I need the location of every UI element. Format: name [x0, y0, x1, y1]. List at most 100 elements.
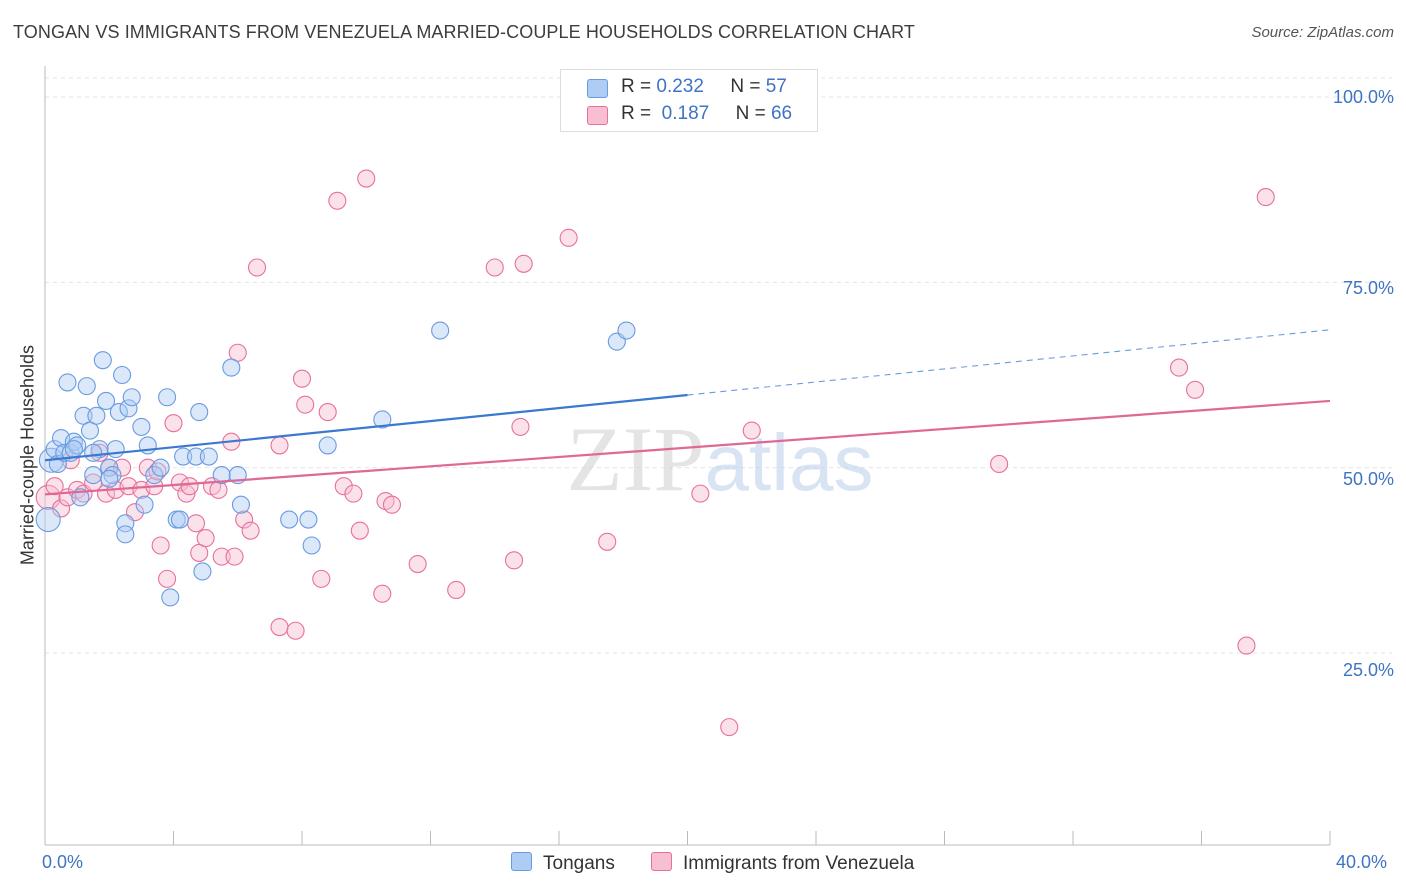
data-point — [186, 514, 206, 533]
watermark-atlas: atlas — [705, 418, 874, 507]
data-point — [135, 495, 154, 514]
data-point — [190, 403, 209, 422]
watermark-zip: ZIP — [567, 408, 705, 510]
data-point — [35, 507, 61, 533]
series-venezuela-points — [35, 169, 1275, 737]
data-point — [96, 391, 116, 410]
data-point — [485, 258, 504, 277]
data-point — [286, 621, 305, 640]
data-point — [408, 554, 427, 574]
data-point — [742, 421, 761, 440]
stats-legend: R = 0.232 N = 57 R = 0.187 N = 66 — [560, 69, 818, 132]
data-point — [116, 525, 135, 544]
r-label: R = — [621, 76, 657, 97]
data-point — [196, 529, 215, 548]
data-point — [270, 618, 289, 637]
data-point — [350, 521, 369, 540]
data-point — [170, 510, 189, 529]
data-point — [158, 388, 177, 407]
source-label: Source: ZipAtlas.com — [1251, 24, 1394, 41]
data-point — [318, 436, 337, 455]
grid-lines — [45, 77, 1392, 654]
trend-line — [44, 399, 1331, 496]
data-point — [357, 169, 376, 188]
data-point — [212, 466, 231, 485]
y-axis-label: Married-couple Households — [17, 344, 38, 566]
data-point — [113, 365, 132, 385]
data-point — [247, 258, 267, 277]
data-point — [990, 454, 1009, 474]
data-point — [158, 569, 177, 588]
data-point — [559, 228, 578, 247]
trend-line-extension — [687, 329, 1331, 396]
y-tick-label: 25.0% — [1342, 660, 1394, 680]
data-point — [328, 191, 347, 210]
data-point — [318, 403, 337, 422]
data-point — [212, 547, 231, 566]
data-point — [180, 477, 199, 496]
trend-lines — [44, 329, 1331, 496]
data-point — [145, 466, 164, 485]
x-tick-label-max: 40.0% — [1336, 852, 1388, 872]
data-point — [382, 495, 402, 514]
legend-label: Tongans — [543, 853, 615, 874]
data-point — [174, 447, 193, 466]
data-point — [1186, 380, 1205, 399]
data-point — [235, 510, 254, 529]
data-point — [312, 569, 331, 588]
data-point — [447, 580, 466, 600]
data-point — [299, 510, 318, 529]
data-point — [106, 440, 125, 459]
legend-item-tongans: Tongans — [511, 852, 615, 875]
data-point — [109, 403, 128, 422]
y-tick-label: 50.0% — [1342, 469, 1394, 489]
data-point — [270, 436, 289, 455]
data-point — [292, 369, 312, 388]
data-point — [199, 447, 218, 466]
data-point — [77, 377, 96, 396]
data-point — [161, 588, 180, 607]
data-point — [151, 458, 170, 477]
data-point — [170, 473, 189, 492]
y-tick-label: 100.0% — [1332, 87, 1394, 107]
data-point — [1169, 358, 1189, 377]
legend-swatch-pink — [651, 852, 672, 871]
series-tongans-points — [35, 321, 636, 607]
watermark: ZIPatlas — [567, 408, 874, 510]
data-point — [241, 521, 260, 540]
n-value: 66 — [770, 103, 793, 124]
axes — [44, 66, 1331, 846]
data-point — [373, 584, 392, 603]
data-point — [302, 536, 321, 555]
n-value: 57 — [765, 76, 787, 97]
data-point — [1256, 188, 1275, 207]
data-point — [64, 440, 83, 459]
data-point — [186, 447, 206, 466]
data-point — [193, 562, 212, 581]
data-point — [504, 551, 524, 570]
data-point — [511, 417, 530, 436]
data-point — [84, 443, 103, 462]
r-value: 0.232 — [656, 76, 704, 97]
data-point — [231, 495, 251, 514]
data-point — [164, 414, 183, 433]
legend-label: Immigrants from Venezuela — [683, 853, 915, 874]
trend-line — [44, 393, 688, 462]
data-point — [334, 477, 353, 496]
data-point — [58, 373, 77, 392]
n-label: N = — [735, 103, 771, 124]
data-point — [209, 480, 228, 499]
data-point — [373, 410, 392, 429]
y-tick-label: 75.0% — [1342, 278, 1394, 298]
legend-swatch-pink — [587, 106, 608, 125]
data-point — [87, 406, 106, 425]
data-point — [100, 469, 119, 488]
data-point — [1237, 636, 1256, 655]
data-point — [344, 484, 363, 503]
data-point — [93, 351, 112, 370]
data-point — [598, 532, 617, 551]
r-label: R = — [621, 103, 657, 124]
data-point — [617, 321, 636, 340]
data-point — [222, 358, 241, 377]
legend-swatch-blue — [511, 852, 532, 871]
